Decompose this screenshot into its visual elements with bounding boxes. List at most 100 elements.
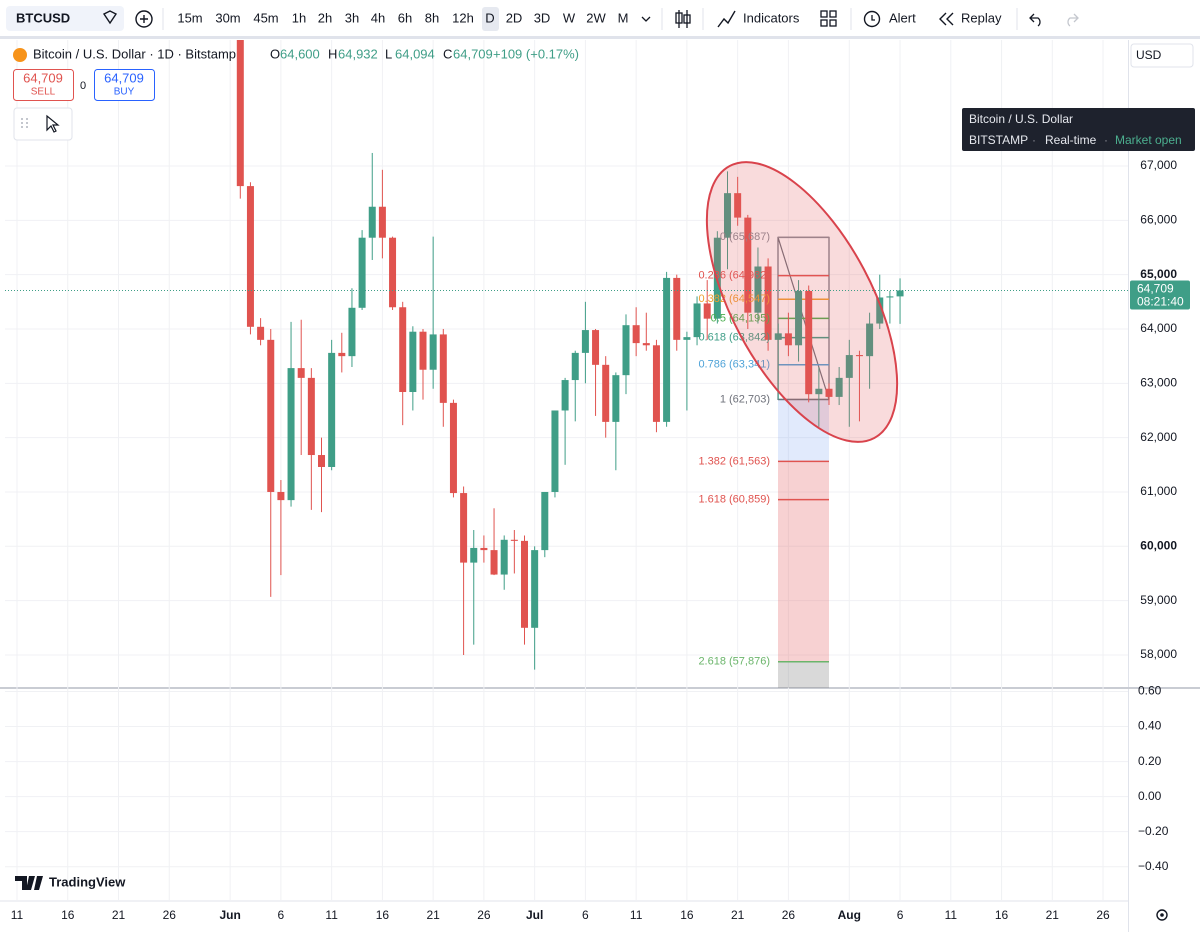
- svg-text:·: ·: [1032, 133, 1036, 147]
- candle-body: [592, 330, 600, 365]
- interval[interactable]: 2D: [506, 10, 523, 25]
- interval[interactable]: 2h: [318, 10, 332, 25]
- interval[interactable]: M: [618, 10, 629, 25]
- more-intervals[interactable]: [641, 16, 651, 22]
- undo[interactable]: [1029, 13, 1041, 27]
- interval[interactable]: 12h: [452, 10, 474, 25]
- interval[interactable]: 3h: [345, 10, 359, 25]
- active-interval: [482, 7, 499, 31]
- ohlc-label: C: [443, 46, 452, 61]
- fib-label: 1 (62,703): [720, 393, 770, 405]
- candle-body: [683, 337, 691, 340]
- x-tick-label: 16: [995, 908, 1009, 922]
- fib-label: 2.618 (57,876): [698, 656, 770, 668]
- y-tick-label: 61,000: [1140, 484, 1177, 498]
- x-tick-label: 11: [630, 908, 643, 922]
- tooltip-feed: Real-time: [1045, 133, 1097, 147]
- alert-icon[interactable]: [863, 10, 881, 28]
- candle-body: [389, 237, 397, 308]
- x-tick-label: 16: [376, 908, 390, 922]
- candle-body: [521, 540, 528, 628]
- fib-label: 0.786 (63,341): [698, 359, 770, 371]
- candle-body: [510, 539, 518, 541]
- interval[interactable]: D: [485, 10, 494, 25]
- interval[interactable]: 8h: [425, 10, 439, 25]
- symbol[interactable]: BTCUSD: [16, 10, 70, 25]
- candle-body: [470, 547, 478, 563]
- chart-type-icon[interactable]: [675, 10, 691, 28]
- interval[interactable]: 4h: [371, 10, 385, 25]
- last-price: 64,709: [1137, 282, 1174, 296]
- interval[interactable]: 30m: [215, 10, 240, 25]
- candle-body: [805, 290, 813, 395]
- buy-label[interactable]: BUY: [114, 87, 135, 98]
- symbol-search[interactable]: [6, 6, 124, 31]
- interval[interactable]: 2W: [586, 10, 606, 25]
- cursor-tool[interactable]: [46, 114, 60, 133]
- sell-label[interactable]: SELL: [31, 87, 56, 98]
- candle-body: [460, 493, 468, 563]
- ellipse-drawing[interactable]: [668, 133, 936, 471]
- replay-icon[interactable]: [939, 12, 954, 26]
- x-tick-label: 26: [782, 908, 796, 922]
- interval[interactable]: 6h: [398, 10, 412, 25]
- y-tick-label: 58,000: [1140, 647, 1177, 661]
- candle-body: [378, 206, 386, 238]
- currency[interactable]: USD: [1136, 48, 1162, 62]
- candle-body: [673, 277, 681, 340]
- candle-body: [307, 377, 315, 456]
- candle-body: [896, 290, 904, 297]
- sell-price[interactable]: 64,709: [23, 70, 63, 85]
- replay-button[interactable]: Replay: [961, 10, 1002, 25]
- indicators-button[interactable]: Indicators: [743, 10, 800, 25]
- interval[interactable]: 3D: [534, 10, 551, 25]
- add-symbol[interactable]: [135, 10, 153, 28]
- candle-body: [602, 364, 610, 422]
- fib-label: 0.382 (64,547): [698, 293, 770, 305]
- candle-body: [784, 333, 792, 346]
- indicators-icon[interactable]: [717, 10, 736, 28]
- settings[interactable]: [1156, 909, 1168, 921]
- ohlc-value: 64,709: [453, 46, 493, 61]
- interval[interactable]: 45m: [253, 10, 278, 25]
- x-tick-label: Jul: [526, 908, 543, 922]
- alert-button[interactable]: Alert: [889, 10, 916, 25]
- countdown: 08:21:40: [1137, 295, 1184, 309]
- candle-body: [419, 331, 427, 370]
- layouts-icon[interactable]: [820, 10, 837, 27]
- interval[interactable]: W: [563, 10, 576, 25]
- fib-label: 1.382 (61,563): [698, 455, 770, 467]
- candle-body: [297, 368, 305, 378]
- interval[interactable]: 1h: [292, 10, 306, 25]
- buy-price[interactable]: 64,709: [104, 70, 144, 85]
- x-tick-label: 11: [325, 908, 338, 922]
- diamond-icon[interactable]: [102, 10, 118, 25]
- y-tick-label: 62,000: [1140, 430, 1177, 444]
- interval[interactable]: 15m: [177, 10, 202, 25]
- legend-title: Bitcoin / U.S. Dollar · 1D · Bitstamp: [33, 46, 236, 61]
- candle-body: [409, 331, 417, 393]
- fib-label: 1.618 (60,859): [698, 494, 770, 506]
- candle-body: [764, 266, 772, 340]
- candle-body: [318, 455, 325, 467]
- candle-body: [866, 323, 874, 357]
- candle-body: [612, 375, 620, 422]
- sell-button[interactable]: [13, 69, 74, 101]
- candle-body: [277, 491, 285, 501]
- candle-body: [348, 307, 356, 357]
- candle-body: [257, 326, 265, 340]
- candle-body: [724, 193, 731, 238]
- y2-tick-label: 0.40: [1138, 719, 1162, 733]
- candle-body: [246, 186, 254, 327]
- redo[interactable]: [1067, 13, 1079, 27]
- candle-body: [561, 380, 569, 411]
- tooltip-status: Market open: [1115, 133, 1182, 147]
- drawing-toolbar: [13, 107, 73, 141]
- candle-body: [439, 334, 447, 403]
- candle-body: [815, 388, 823, 395]
- currency-button[interactable]: [1130, 43, 1194, 68]
- candle-body: [845, 355, 853, 378]
- brand-name: TradingView: [49, 874, 126, 889]
- buy-button[interactable]: [94, 69, 155, 101]
